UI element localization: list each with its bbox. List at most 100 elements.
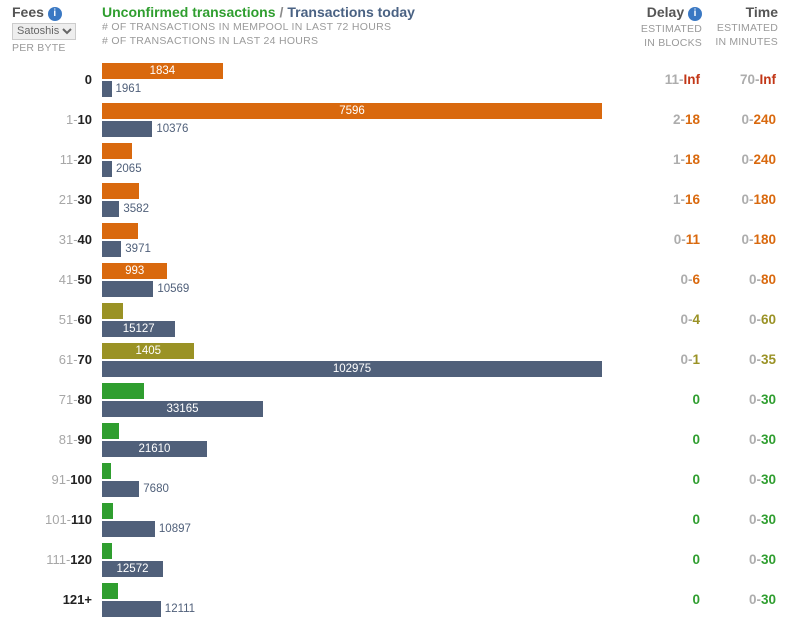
chart-title: Unconfirmed transactions/Transactions to… — [102, 4, 626, 20]
info-icon[interactable]: i — [688, 7, 702, 21]
time-value: 0-30 — [702, 592, 778, 607]
fee-row: 111-120 152 12572 0 0-30 — [12, 540, 778, 580]
bar-value: 3971 — [121, 243, 157, 255]
time-value: 0-30 — [702, 512, 778, 527]
bar-value: 102975 — [102, 363, 602, 375]
bar-value: 161 — [113, 505, 142, 517]
bar-value: 2065 — [112, 163, 148, 175]
fees-header: Fees i — [12, 4, 102, 21]
time-sub2: IN MINUTES — [702, 36, 778, 48]
fee-row: 11-20 449 2065 1-18 0-240 — [12, 140, 778, 180]
time-value: 0-30 — [702, 552, 778, 567]
bar-group: 543 3971 — [102, 222, 626, 258]
bar-group: 131 7680 — [102, 462, 626, 498]
bar-today: 21610 — [102, 441, 626, 457]
time-value: 0-80 — [702, 272, 778, 287]
fee-row: 51-60 325 15127 0-4 0-60 — [12, 300, 778, 340]
bar-today: 12111 — [102, 601, 626, 617]
bar-value: 993 — [102, 265, 167, 277]
bar-value: 325 — [123, 305, 152, 317]
delay-value: 0-11 — [626, 232, 702, 247]
fee-range-label: 31-40 — [12, 232, 102, 247]
bar-value: 33165 — [102, 403, 263, 415]
bar-value: 633 — [144, 385, 173, 397]
bar-value: 152 — [112, 545, 141, 557]
bar-group: 7596 10376 — [102, 102, 626, 138]
header: Fees i Satoshis PER BYTE Unconfirmed tra… — [12, 4, 778, 54]
fee-range-label: 51-60 — [12, 312, 102, 327]
bar-unconfirmed: 993 — [102, 263, 626, 279]
chart-rows: 0 1834 1961 11-Inf 70-Inf 1-10 7596 1037… — [12, 60, 778, 620]
bar-value: 1961 — [112, 83, 148, 95]
delay-value: 2-18 — [626, 112, 702, 127]
info-icon[interactable]: i — [48, 7, 62, 21]
time-sub1: ESTIMATED — [702, 22, 778, 34]
bar-today: 33165 — [102, 401, 626, 417]
bar-unconfirmed: 1405 — [102, 343, 626, 359]
bar-today: 1961 — [102, 81, 626, 97]
title-unconfirmed: Unconfirmed transactions — [102, 4, 275, 20]
delay-value: 0 — [626, 512, 702, 527]
bar-today: 15127 — [102, 321, 626, 337]
bar-value: 556 — [139, 185, 168, 197]
unit-select[interactable]: Satoshis — [12, 23, 76, 40]
bar-value: 7596 — [102, 105, 602, 117]
fee-range-label: 41-50 — [12, 272, 102, 287]
bar-group: 1834 1961 — [102, 62, 626, 98]
bar-today: 10897 — [102, 521, 626, 537]
delay-header: Delay i — [626, 4, 702, 21]
bar-today: 3582 — [102, 201, 626, 217]
bar-unconfirmed: 152 — [102, 543, 626, 559]
bar-today: 12572 — [102, 561, 626, 577]
time-value: 70-Inf — [702, 72, 778, 87]
bar-group: 152 12572 — [102, 542, 626, 578]
bar-group: 325 15127 — [102, 302, 626, 338]
bar-unconfirmed: 633 — [102, 383, 626, 399]
bar-group: 556 3582 — [102, 182, 626, 218]
bar-unconfirmed: 449 — [102, 143, 626, 159]
subtitle-mempool: # OF TRANSACTIONS IN MEMPOOL IN LAST 72 … — [102, 21, 626, 34]
bar-value: 10897 — [155, 523, 197, 535]
delay-value: 11-Inf — [626, 72, 702, 87]
bar-unconfirmed: 325 — [102, 303, 626, 319]
fee-row: 0 1834 1961 11-Inf 70-Inf — [12, 60, 778, 100]
time-header: Time — [702, 4, 778, 20]
title-today: Transactions today — [287, 4, 415, 20]
fee-row: 71-80 633 33165 0 0-30 — [12, 380, 778, 420]
bar-value: 12111 — [161, 603, 201, 615]
bar-value: 10569 — [153, 283, 195, 295]
delay-sub1: ESTIMATED — [626, 23, 702, 35]
time-value: 0-180 — [702, 192, 778, 207]
bar-unconfirmed: 7596 — [102, 103, 626, 119]
fee-range-label: 101-110 — [12, 512, 102, 527]
fee-row: 1-10 7596 10376 2-18 0-240 — [12, 100, 778, 140]
fee-row: 101-110 161 10897 0 0-30 — [12, 500, 778, 540]
fee-range-label: 0 — [12, 72, 102, 87]
bar-value: 7680 — [139, 483, 175, 495]
delay-label: Delay — [647, 4, 684, 20]
bar-unconfirmed: 255 — [102, 423, 626, 439]
delay-value: 0 — [626, 472, 702, 487]
delay-sub2: IN BLOCKS — [626, 37, 702, 49]
bar-unconfirmed: 131 — [102, 463, 626, 479]
bar-value: 1834 — [102, 65, 223, 77]
per-byte-label: PER BYTE — [12, 42, 102, 54]
bar-today: 7680 — [102, 481, 626, 497]
delay-value: 0 — [626, 552, 702, 567]
fee-range-label: 21-30 — [12, 192, 102, 207]
time-value: 0-180 — [702, 232, 778, 247]
fee-range-label: 91-100 — [12, 472, 102, 487]
time-value: 0-35 — [702, 352, 778, 367]
time-value: 0-30 — [702, 392, 778, 407]
bar-group: 633 33165 — [102, 382, 626, 418]
bar-value: 21610 — [102, 443, 207, 455]
time-label: Time — [746, 4, 778, 20]
bar-value: 255 — [119, 425, 148, 437]
fee-range-label: 1-10 — [12, 112, 102, 127]
bar-value: 449 — [132, 145, 161, 157]
bar-unconfirmed: 161 — [102, 503, 626, 519]
delay-value: 0-6 — [626, 272, 702, 287]
fee-range-label: 81-90 — [12, 432, 102, 447]
fee-range-label: 111-120 — [12, 552, 102, 567]
bar-value: 12572 — [102, 563, 163, 575]
